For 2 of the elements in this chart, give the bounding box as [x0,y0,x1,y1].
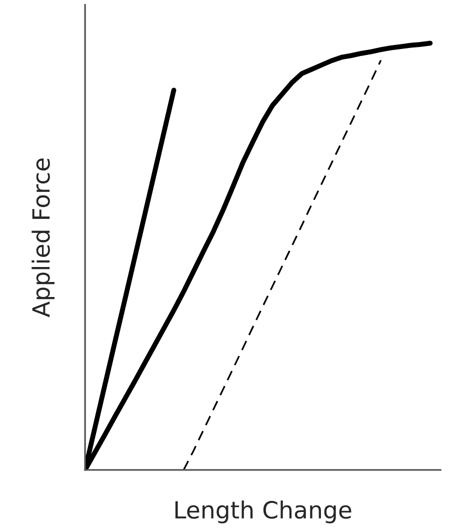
x-axis-title: Length Change [175,500,352,524]
y-axis-title: Applied Force [32,158,54,318]
